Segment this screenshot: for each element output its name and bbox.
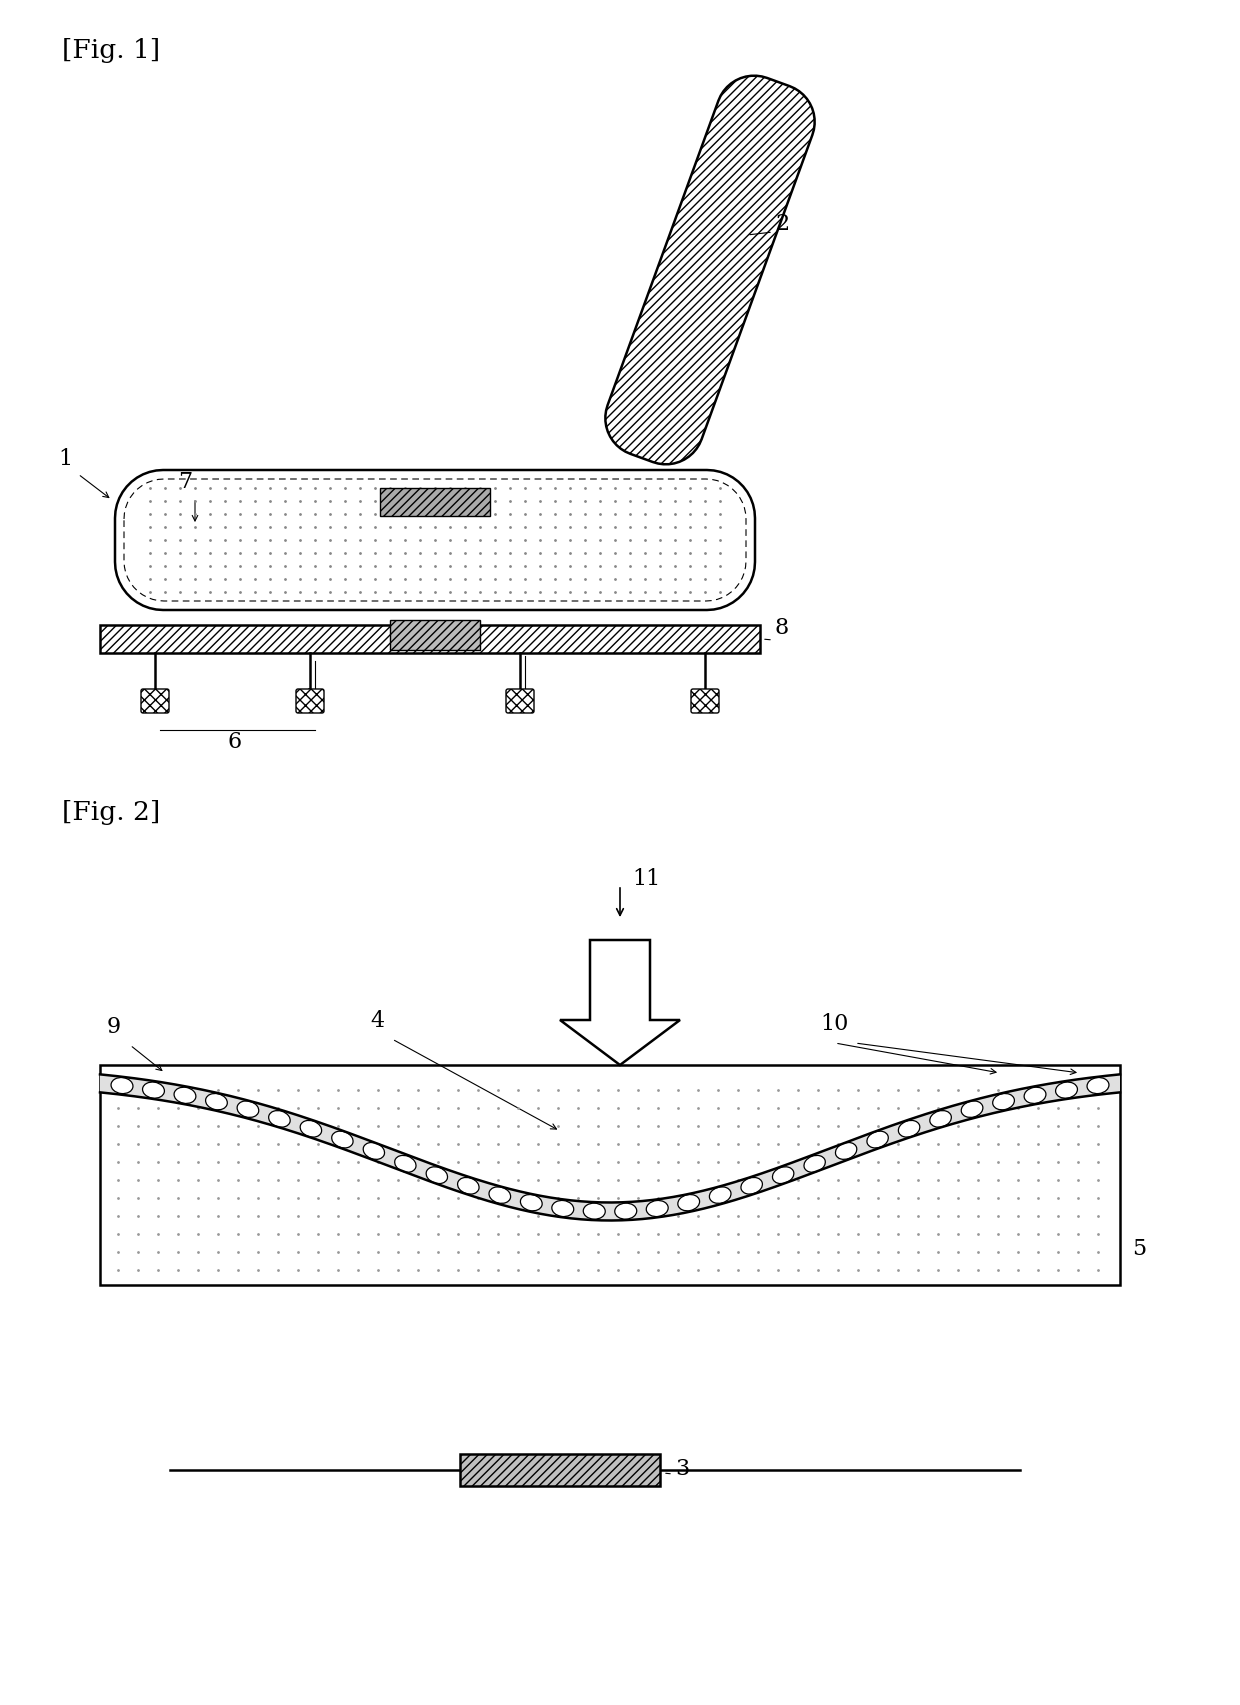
Polygon shape bbox=[560, 939, 680, 1066]
Text: 3: 3 bbox=[675, 1458, 689, 1480]
Ellipse shape bbox=[583, 1204, 605, 1219]
Ellipse shape bbox=[331, 1130, 353, 1147]
Ellipse shape bbox=[174, 1088, 196, 1103]
Bar bbox=[391, 621, 480, 650]
Bar bbox=[100, 1066, 1120, 1286]
Ellipse shape bbox=[489, 1187, 511, 1204]
Text: 4: 4 bbox=[300, 689, 314, 709]
Bar bbox=[100, 626, 760, 653]
Ellipse shape bbox=[1087, 1078, 1109, 1093]
Ellipse shape bbox=[521, 1195, 542, 1211]
Ellipse shape bbox=[363, 1142, 384, 1159]
Ellipse shape bbox=[300, 1120, 321, 1137]
Text: 8: 8 bbox=[775, 617, 789, 639]
Ellipse shape bbox=[898, 1120, 920, 1137]
Ellipse shape bbox=[961, 1101, 983, 1117]
Polygon shape bbox=[605, 75, 815, 464]
Ellipse shape bbox=[206, 1093, 227, 1110]
Ellipse shape bbox=[773, 1166, 794, 1183]
Ellipse shape bbox=[552, 1200, 574, 1217]
Text: 5: 5 bbox=[1132, 1238, 1146, 1260]
Ellipse shape bbox=[143, 1083, 165, 1098]
Text: 7: 7 bbox=[179, 471, 192, 493]
Text: [Fig. 1]: [Fig. 1] bbox=[62, 38, 160, 63]
Text: 2: 2 bbox=[775, 213, 789, 235]
Ellipse shape bbox=[804, 1156, 826, 1173]
Text: 6: 6 bbox=[227, 731, 242, 754]
Ellipse shape bbox=[930, 1110, 951, 1127]
Text: 4: 4 bbox=[370, 1009, 384, 1032]
Ellipse shape bbox=[427, 1166, 448, 1183]
Ellipse shape bbox=[709, 1187, 732, 1204]
FancyBboxPatch shape bbox=[141, 689, 169, 713]
FancyBboxPatch shape bbox=[296, 689, 324, 713]
Ellipse shape bbox=[458, 1178, 479, 1194]
Ellipse shape bbox=[646, 1200, 668, 1217]
Text: 9: 9 bbox=[107, 1016, 122, 1038]
Ellipse shape bbox=[1024, 1088, 1047, 1103]
FancyBboxPatch shape bbox=[691, 689, 719, 713]
Text: [Fig. 2]: [Fig. 2] bbox=[62, 800, 160, 825]
Text: 10: 10 bbox=[820, 1013, 848, 1035]
Text: 1: 1 bbox=[58, 448, 72, 471]
Ellipse shape bbox=[112, 1078, 133, 1093]
Ellipse shape bbox=[678, 1195, 699, 1211]
Text: 5: 5 bbox=[145, 689, 159, 709]
Ellipse shape bbox=[269, 1110, 290, 1127]
FancyBboxPatch shape bbox=[506, 689, 534, 713]
Ellipse shape bbox=[993, 1093, 1014, 1110]
Ellipse shape bbox=[867, 1130, 888, 1147]
Text: 3: 3 bbox=[510, 689, 525, 709]
Polygon shape bbox=[115, 471, 755, 610]
Ellipse shape bbox=[742, 1178, 763, 1194]
Ellipse shape bbox=[237, 1101, 259, 1117]
Bar bbox=[460, 1454, 660, 1487]
Ellipse shape bbox=[394, 1156, 417, 1173]
Bar bbox=[379, 488, 490, 517]
Ellipse shape bbox=[836, 1142, 857, 1159]
Text: 11: 11 bbox=[632, 868, 660, 890]
Ellipse shape bbox=[1055, 1083, 1078, 1098]
Ellipse shape bbox=[615, 1204, 636, 1219]
Polygon shape bbox=[100, 1074, 1120, 1221]
